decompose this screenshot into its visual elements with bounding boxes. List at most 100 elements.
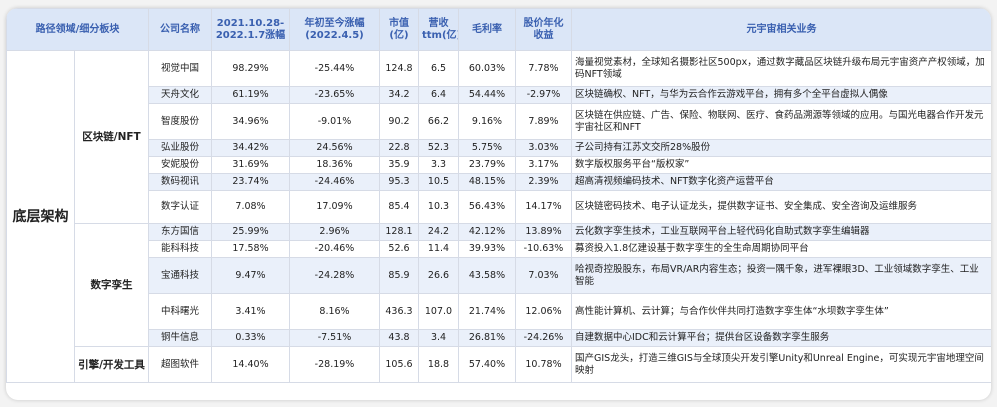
market-cap: 128.1 (379, 223, 419, 241)
market-cap: 85.9 (379, 257, 419, 294)
ytd-change: -20.46% (289, 240, 380, 258)
ytd-change: 17.09% (289, 190, 380, 224)
ytd-change: -24.46% (289, 173, 380, 191)
market-cap: 22.8 (379, 139, 419, 157)
layer-label: 底层架构 (6, 50, 75, 383)
gross-margin: 9.16% (458, 103, 516, 140)
ytd-change: 8.16% (289, 293, 380, 330)
revenue: 3.3 (418, 156, 459, 174)
market-cap: 105.6 (379, 346, 419, 383)
gross-margin: 57.40% (458, 346, 516, 383)
company-name: 中科曙光 (148, 293, 212, 330)
table-row: 铜牛信息 0.33% -7.51% 43.8 3.4 26.81% -24.26… (7, 329, 991, 347)
gross-margin: 5.75% (458, 139, 516, 157)
table-row: 弘业股份 34.42% 24.56% 22.8 52.3 5.75% 3.03%… (7, 139, 991, 157)
revenue: 24.2 (418, 223, 459, 241)
revenue: 66.2 (418, 103, 459, 140)
business-desc: 哈视奇控股股东，布局VR/AR内容生态；投资一隅千象，进军裸眼3D、工业领域数字… (571, 257, 991, 294)
revenue: 10.3 (418, 190, 459, 224)
rise-period: 9.47% (211, 257, 290, 294)
table-row: 智度股份 34.96% -9.01% 90.2 66.2 9.16% 7.89%… (7, 103, 991, 140)
header-company: 公司名称 (148, 8, 212, 51)
revenue: 107.0 (418, 293, 459, 330)
annual-return: -2.97% (515, 86, 572, 104)
rise-period: 98.29% (211, 50, 290, 87)
header-mktcap: 市值(亿) (379, 8, 419, 51)
table-row: 底层架构 区块链/NFT 视觉中国 98.29% -25.44% 124.8 6… (6, 50, 991, 383)
table-row: 数字孪生 东方国信 25.99% 2.96% 128.1 24.2 42.12%… (7, 223, 991, 347)
gross-margin: 43.58% (458, 257, 516, 294)
company-name: 东方国信 (148, 223, 212, 241)
business-desc: 区块链确权、NFT，与华为云合作云游戏平台，拥有多个全平台虚拟人偶像 (571, 86, 991, 104)
annual-return: 7.89% (515, 103, 572, 140)
company-name: 天舟文化 (148, 86, 212, 104)
rise-period: 7.08% (211, 190, 290, 224)
header-ytd: 年初至今涨幅(2022.4.5) (289, 8, 380, 51)
business-desc: 自建数据中心IDC和云计算平台；提供台区设备数字孪生服务 (571, 329, 991, 347)
revenue: 6.4 (418, 86, 459, 104)
market-cap: 436.3 (379, 293, 419, 330)
rise-period: 25.99% (211, 223, 290, 241)
gross-margin: 54.44% (458, 86, 516, 104)
annual-return: 3.03% (515, 139, 572, 157)
rise-period: 34.42% (211, 139, 290, 157)
company-name: 弘业股份 (148, 139, 212, 157)
business-desc: 募资投入1.8亿建设基于数字孪生的全生命周期协同平台 (571, 240, 991, 258)
market-cap: 35.9 (379, 156, 419, 174)
company-name: 数字认证 (148, 190, 212, 224)
business-desc: 海量视觉素材，全球知名摄影社区500px，通过数字藏品区块链升级布局元宇宙资产产… (571, 50, 991, 87)
revenue: 11.4 (418, 240, 459, 258)
header-row: 路径领域/细分板块 公司名称 2021.10.28-2022.1.7涨幅 年初至… (6, 8, 991, 51)
rise-period: 0.33% (211, 329, 290, 347)
ytd-change: -23.65% (289, 86, 380, 104)
business-desc: 云化数字孪生技术，工业互联网平台上轻代码化自助式数字孪生编辑器 (571, 223, 991, 241)
revenue: 26.6 (418, 257, 459, 294)
table-row: 数码视讯 23.74% -24.46% 95.3 10.5 48.15% 2.3… (7, 173, 991, 191)
gross-margin: 48.15% (458, 173, 516, 191)
group-blockchain: 区块链/NFT (74, 50, 149, 224)
ytd-change: 18.36% (289, 156, 380, 174)
annual-return: -24.26% (515, 329, 572, 347)
annual-return: 14.17% (515, 190, 572, 224)
ytd-change: -7.51% (289, 329, 380, 347)
annual-return: 10.78% (515, 346, 572, 383)
company-name: 铜牛信息 (148, 329, 212, 347)
company-name: 智度股份 (148, 103, 212, 140)
company-name: 安妮股份 (148, 156, 212, 174)
annual-return: 13.89% (515, 223, 572, 241)
rise-period: 23.74% (211, 173, 290, 191)
annual-return: -10.63% (515, 240, 572, 258)
gross-margin: 60.03% (458, 50, 516, 87)
market-cap: 95.3 (379, 173, 419, 191)
header-sector: 路径领域/细分板块 (6, 8, 149, 51)
header-rise-period: 2021.10.28-2022.1.7涨幅 (211, 8, 290, 51)
ytd-change: -28.19% (289, 346, 380, 383)
rise-period: 31.69% (211, 156, 290, 174)
annual-return: 7.03% (515, 257, 572, 294)
ytd-change: 2.96% (289, 223, 380, 241)
revenue: 52.3 (418, 139, 459, 157)
business-desc: 国产GIS龙头，打造三维GIS与全球顶尖开发引擎Unity和Unreal Eng… (571, 346, 991, 383)
company-name: 数码视讯 (148, 173, 212, 191)
ytd-change: -25.44% (289, 50, 380, 87)
header-revenue: 营收ttm(亿) (418, 8, 459, 51)
gross-margin: 26.81% (458, 329, 516, 347)
rise-period: 17.58% (211, 240, 290, 258)
table-row: 能科科技 17.58% -20.46% 52.6 11.4 39.93% -10… (7, 240, 991, 258)
market-cap: 52.6 (379, 240, 419, 258)
market-cap: 34.2 (379, 86, 419, 104)
rise-period: 14.40% (211, 346, 290, 383)
company-name: 视觉中国 (148, 50, 212, 87)
company-name: 超图软件 (148, 346, 212, 383)
gross-margin: 21.74% (458, 293, 516, 330)
market-cap: 85.4 (379, 190, 419, 224)
business-desc: 区块链密码技术、电子认证龙头，提供数字证书、安全集成、安全咨询及运维服务 (571, 190, 991, 224)
rise-period: 61.19% (211, 86, 290, 104)
company-name: 能科科技 (148, 240, 212, 258)
table-row: 宝通科技 9.47% -24.28% 85.9 26.6 43.58% 7.03… (7, 257, 991, 294)
gross-margin: 56.43% (458, 190, 516, 224)
metaverse-stock-table: 路径领域/细分板块 公司名称 2021.10.28-2022.1.7涨幅 年初至… (6, 8, 991, 383)
table-row: 安妮股份 31.69% 18.36% 35.9 3.3 23.79% 3.17%… (7, 156, 991, 174)
market-cap: 43.8 (379, 329, 419, 347)
annual-return: 3.17% (515, 156, 572, 174)
